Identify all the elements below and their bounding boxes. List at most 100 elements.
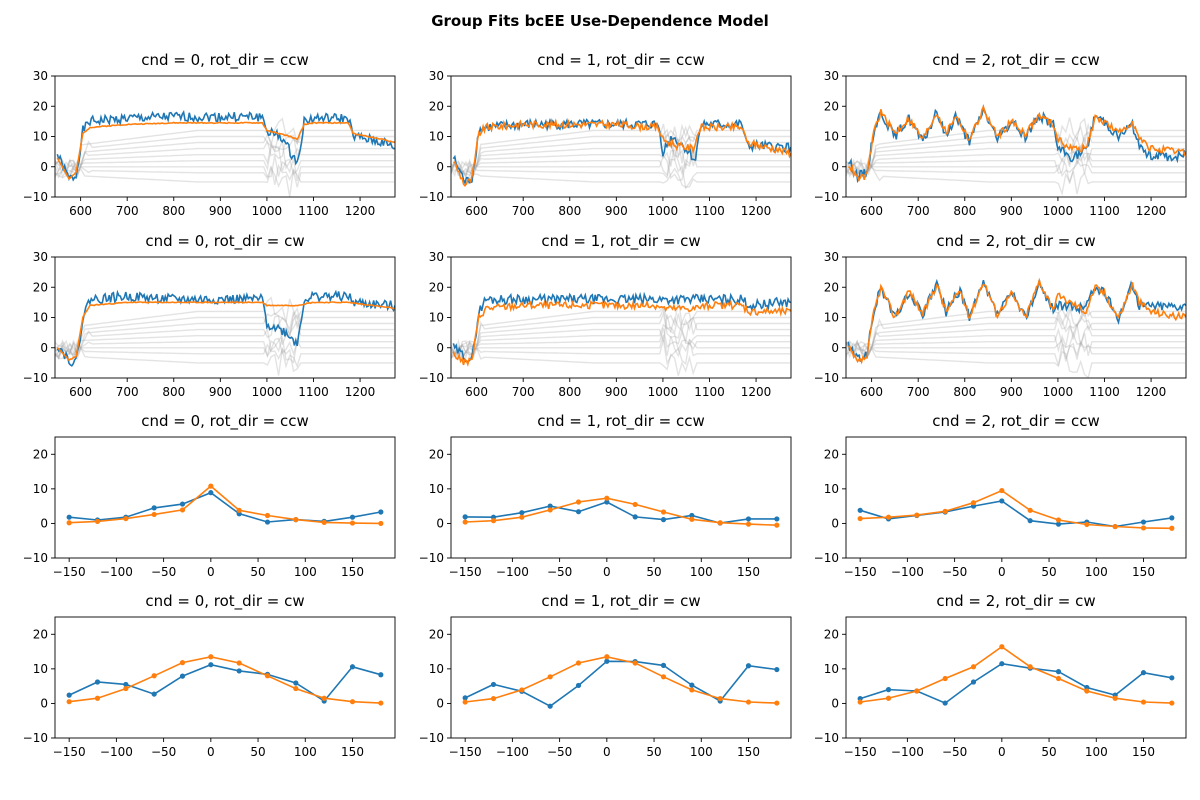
plot-area	[451, 291, 791, 376]
component-line	[846, 338, 1186, 360]
data-point-model	[264, 512, 271, 519]
y-tick-label: 20	[824, 280, 839, 294]
component-line	[55, 311, 395, 357]
x-tick-label: 600	[69, 204, 92, 218]
component-line	[55, 138, 395, 178]
component-line	[55, 296, 395, 359]
series-line-observed	[859, 662, 1172, 705]
subplot-svg: 600 700 800 900 1000 1100 1200 −10 0 10 20 30	[23, 250, 396, 399]
x-tick-label: 0	[603, 745, 611, 759]
subplot-panel: cnd = 1, rot_dir = cw −150 −100 −50 0 50 100 15…	[406, 589, 797, 766]
data-point-model	[236, 660, 242, 666]
y-tick-label: 30	[824, 69, 839, 83]
series-line-model	[848, 277, 1186, 365]
data-point-model	[547, 674, 553, 680]
x-tick-label: 100	[690, 565, 713, 579]
data-point-model	[999, 644, 1005, 650]
y-tick-label: 20	[824, 627, 839, 641]
x-tick-label: 1100	[298, 204, 329, 218]
data-point-observed	[857, 507, 863, 513]
data-point-observed	[632, 514, 638, 520]
data-point-model	[519, 514, 525, 520]
axes-frame	[54, 436, 396, 559]
x-tick-label: 700	[907, 204, 930, 218]
component-line	[846, 313, 1186, 356]
data-point-model	[293, 685, 299, 692]
data-point-observed	[999, 661, 1005, 667]
subplot-title: cnd = 2, rot_dir = cw	[936, 232, 1096, 250]
data-point-model	[151, 673, 157, 679]
data-point-observed	[774, 666, 780, 673]
data-point-observed	[1055, 521, 1062, 527]
x-tick-label: 1200	[741, 385, 772, 399]
component-line	[451, 338, 791, 366]
component-traces	[55, 117, 395, 197]
component-line	[55, 155, 395, 182]
data-point-observed	[236, 668, 242, 674]
data-point-model	[1055, 517, 1062, 523]
data-point-model	[236, 507, 242, 513]
y-tick-label: 20	[429, 627, 444, 641]
data-point-observed	[547, 703, 553, 709]
x-tick-label: 0	[998, 745, 1006, 759]
component-line	[846, 300, 1186, 357]
data-point-model	[1112, 695, 1118, 701]
data-point-model	[462, 699, 468, 705]
x-tick-label: 800	[162, 204, 185, 218]
data-point-model	[660, 509, 667, 515]
x-tick-label: 150	[1132, 565, 1155, 579]
y-tick-label: −10	[23, 190, 48, 204]
data-point-observed	[1169, 675, 1175, 681]
y-tick-label: 20	[33, 99, 48, 113]
data-point-observed	[462, 695, 468, 701]
data-point-model	[1027, 507, 1033, 513]
data-point-model	[660, 674, 667, 680]
y-tick-label: −10	[419, 371, 444, 385]
data-point-model	[1112, 523, 1118, 530]
data-point-model	[462, 519, 468, 525]
x-tick-label: 0	[603, 565, 611, 579]
data-point-observed	[293, 680, 299, 686]
data-point-model	[1055, 675, 1062, 682]
data-point-observed	[462, 514, 468, 520]
data-point-observed	[66, 514, 72, 520]
component-traces	[846, 300, 1186, 378]
series-line-model	[452, 299, 791, 367]
y-tick-label: 30	[429, 69, 444, 83]
plot-area	[846, 104, 1186, 197]
y-tick-label: 0	[436, 696, 444, 710]
series-line-observed	[452, 291, 791, 363]
series-line-observed	[56, 289, 395, 367]
data-point-observed	[575, 682, 582, 689]
data-point-model	[349, 520, 356, 526]
y-tick-label: −10	[814, 371, 839, 385]
x-tick-label: 150	[341, 745, 364, 759]
x-tick-label: 600	[69, 385, 92, 399]
y-tick-label: −10	[419, 190, 444, 204]
data-point-model	[179, 507, 186, 513]
subplot-panel: cnd = 1, rot_dir = cw 600 700 800 900 1000 110…	[406, 229, 797, 406]
x-tick-label: −50	[547, 565, 572, 579]
y-tick-label: 10	[33, 482, 48, 496]
component-line	[846, 323, 1186, 359]
x-tick-label: 600	[465, 385, 488, 399]
x-tick-label: 50	[646, 565, 661, 579]
component-line	[451, 299, 791, 359]
data-point-observed	[1027, 518, 1033, 524]
x-tick-label: 1100	[298, 385, 329, 399]
x-tick-label: 900	[1000, 204, 1023, 218]
x-tick-label: 700	[512, 385, 535, 399]
subplot-title: cnd = 1, rot_dir = ccw	[537, 412, 705, 430]
data-point-model	[774, 522, 780, 528]
data-point-model	[689, 687, 695, 693]
data-point-observed	[689, 682, 695, 688]
x-tick-label: −150	[449, 745, 482, 759]
data-point-model	[717, 520, 723, 526]
y-tick-label: 0	[40, 160, 48, 174]
component-line	[55, 135, 395, 179]
data-point-observed	[151, 505, 157, 511]
x-tick-label: 100	[294, 745, 317, 759]
component-line	[55, 134, 395, 177]
data-point-model	[1084, 521, 1090, 528]
data-point-observed	[66, 692, 72, 698]
